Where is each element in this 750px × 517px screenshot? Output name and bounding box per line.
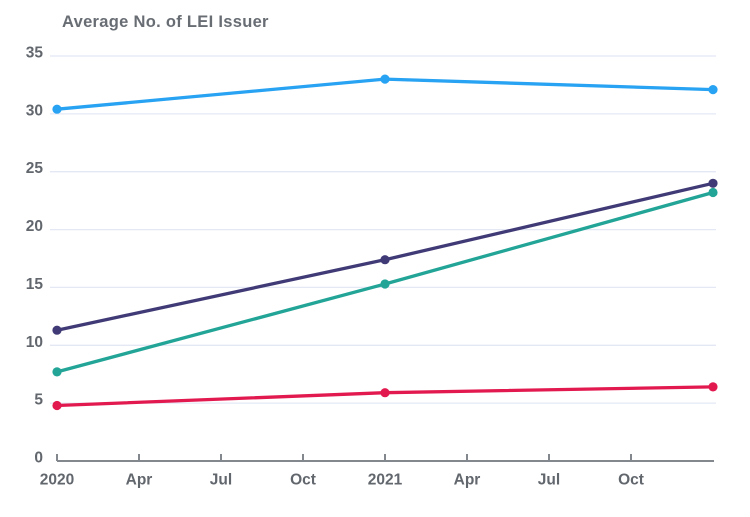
x-tick-label-2021: 2021 xyxy=(368,472,403,489)
series-3-teal-point-2020[interactable] xyxy=(52,367,62,377)
gridlines xyxy=(50,55,716,404)
y-tick-label-15: 15 xyxy=(26,276,44,293)
series-1-light-blue-point-2022[interactable] xyxy=(708,85,718,95)
y-axis-labels: 0 5 10 15 20 25 30 35 xyxy=(26,45,44,467)
series-4-crimson-point-2021[interactable] xyxy=(380,388,390,398)
x-tick-label-Oct: Oct xyxy=(290,472,316,489)
x-tick-label-Apr: Apr xyxy=(454,472,481,489)
series-1-light-blue-point-2020[interactable] xyxy=(52,104,62,114)
series-2-dark-purple-point-2021[interactable] xyxy=(380,255,390,265)
y-tick-label-5: 5 xyxy=(34,392,43,409)
series-4-crimson-point-2022[interactable] xyxy=(708,382,718,392)
series-1-light-blue-point-2021[interactable] xyxy=(380,74,390,84)
y-tick-label-20: 20 xyxy=(26,218,43,235)
y-tick-label-0: 0 xyxy=(34,450,43,467)
series-3-teal-point-2021[interactable] xyxy=(380,279,390,289)
x-axis xyxy=(56,454,714,462)
x-tick-label-Oct: Oct xyxy=(618,472,644,489)
y-tick-label-25: 25 xyxy=(26,160,44,177)
x-tick-label-Jul: Jul xyxy=(538,472,560,489)
series-3-teal-point-2022[interactable] xyxy=(708,187,718,198)
chart-title: Average No. of LEI Issuer xyxy=(62,13,269,31)
series-lines xyxy=(52,74,718,411)
series-2-dark-purple-point-2020[interactable] xyxy=(52,325,62,335)
y-tick-label-30: 30 xyxy=(26,102,43,119)
x-tick-label-2020: 2020 xyxy=(40,472,74,489)
series-2-dark-purple-point-2022[interactable] xyxy=(708,178,718,188)
x-tick-label-Apr: Apr xyxy=(126,472,153,489)
series-4-crimson-point-2020[interactable] xyxy=(52,400,62,411)
y-tick-label-10: 10 xyxy=(26,334,43,351)
x-axis-labels: 2020 Apr Jul Oct 2021 Apr Jul Oct xyxy=(40,472,644,489)
y-tick-label-35: 35 xyxy=(26,45,44,62)
x-tick-label-Jul: Jul xyxy=(210,472,232,489)
